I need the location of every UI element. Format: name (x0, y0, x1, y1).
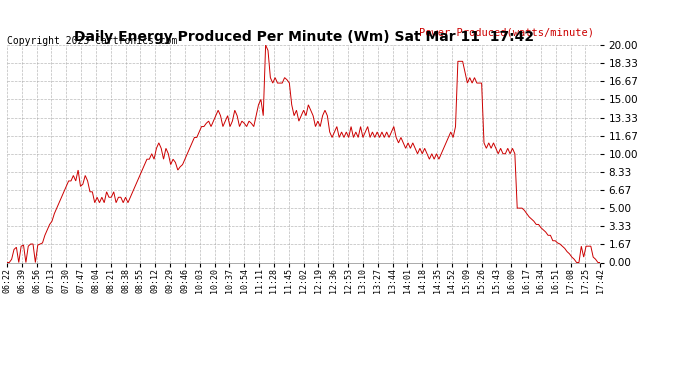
Text: Copyright 2023 Cartronics.com: Copyright 2023 Cartronics.com (7, 36, 177, 46)
Text: Power Produced(watts/minute): Power Produced(watts/minute) (420, 28, 594, 38)
Title: Daily Energy Produced Per Minute (Wm) Sat Mar 11  17:42: Daily Energy Produced Per Minute (Wm) Sa… (74, 30, 533, 44)
